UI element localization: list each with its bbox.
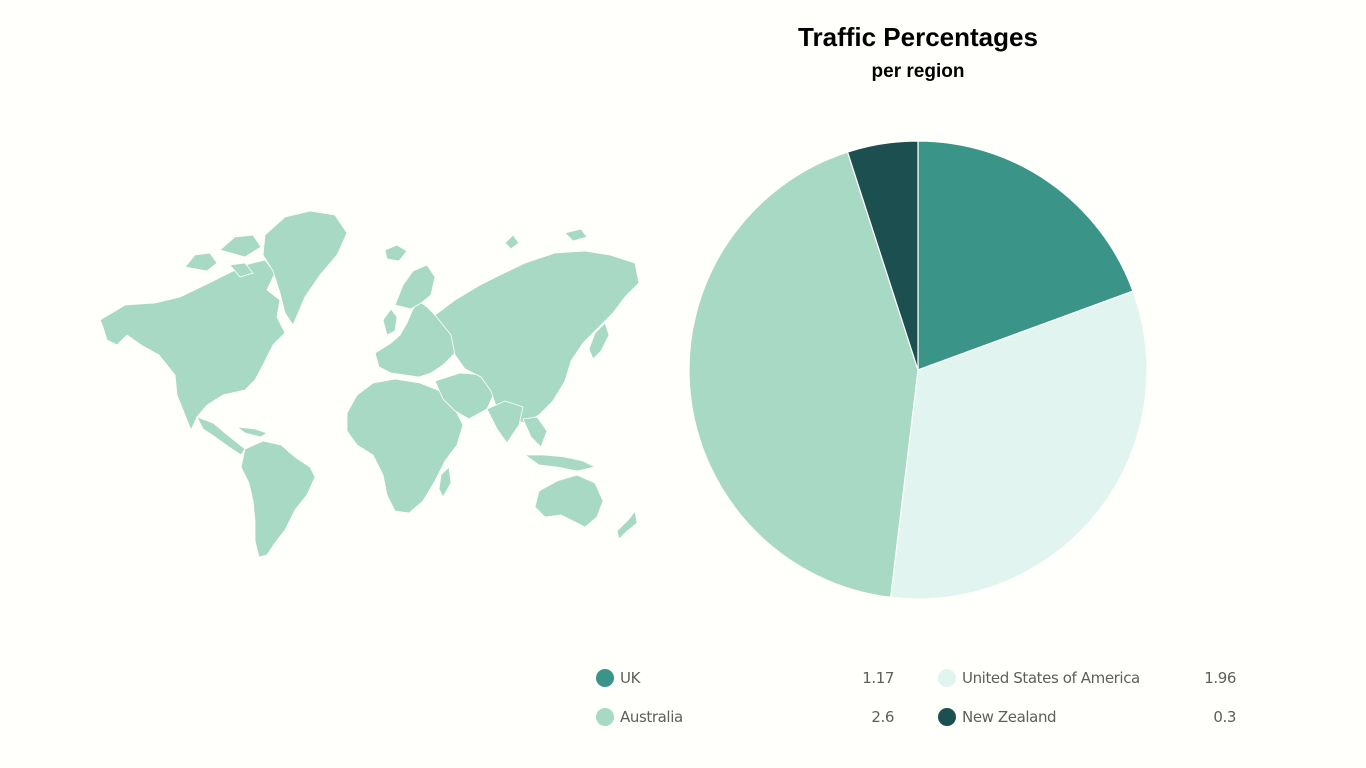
region-asia [434,250,640,424]
region-scandinavia [394,264,436,310]
region-canadian-arctic [184,234,262,278]
legend-value: 2.6 [871,708,894,726]
region-japan [588,322,610,360]
chart-title: Traffic Percentages [798,22,1038,52]
legend-value: 1.96 [1204,669,1236,687]
pie-slice-uk[interactable] [917,140,1134,371]
pie-slice-australia[interactable] [688,151,919,599]
legend-label: Australia [620,708,683,726]
region-southeast-asia [522,416,548,448]
pie-slice-usa[interactable] [889,290,1148,600]
legend-label: New Zealand [962,708,1057,726]
legend-swatch [938,708,956,726]
region-south-america [240,440,316,558]
region-arctic-islands [504,228,588,250]
region-greenland [262,210,348,326]
legend-swatch [596,708,614,726]
region-africa [346,378,464,514]
legend-item-usa[interactable]: United States of America 1.96 [938,667,1236,689]
legend-item-australia[interactable]: Australia 2.6 [596,706,894,728]
region-madagascar [438,466,452,498]
chart-subtitle: per region [871,61,965,82]
region-india [486,400,524,444]
region-indonesia [523,454,597,472]
legend-label: United States of America [962,669,1140,687]
region-caribbean [235,426,268,438]
legend-value: 1.17 [862,669,894,687]
legend-item-new-zealand[interactable]: New Zealand 0.3 [938,706,1236,728]
legend-item-uk[interactable]: UK 1.17 [596,667,894,689]
map-regions [99,210,640,558]
region-iceland [384,244,408,262]
legend-label: UK [620,669,641,687]
region-uk [382,308,398,336]
legend-swatch [938,669,956,687]
region-north-america [99,259,286,432]
pie-chart [688,140,1148,600]
legend-swatch [596,669,614,687]
pie-slice-new-zealand[interactable] [846,140,919,371]
region-central-america [196,416,246,456]
region-new-zealand [616,510,638,540]
legend-value: 0.3 [1213,708,1236,726]
region-australia [534,474,604,528]
world-map [99,210,640,558]
